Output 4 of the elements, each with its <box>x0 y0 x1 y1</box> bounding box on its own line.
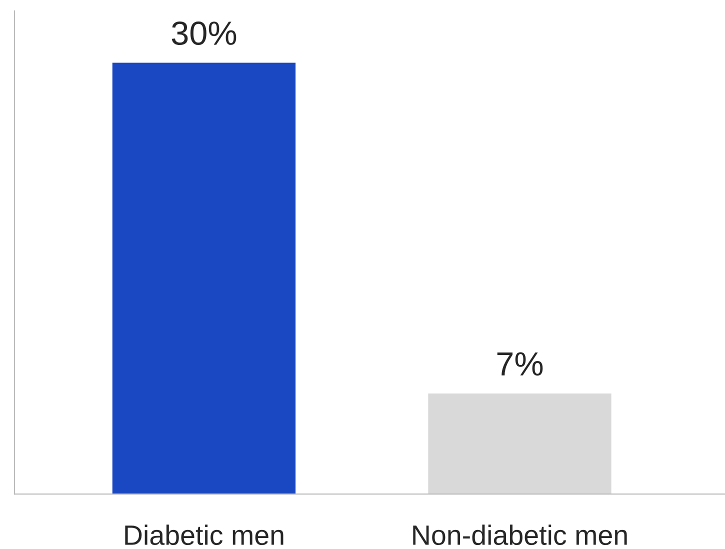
data-label: 30% <box>172 21 236 46</box>
data-label: 7% <box>497 352 543 376</box>
x-tick-label: Diabetic men <box>125 524 284 546</box>
x-tick-label: Non-diabetic men <box>413 524 627 546</box>
